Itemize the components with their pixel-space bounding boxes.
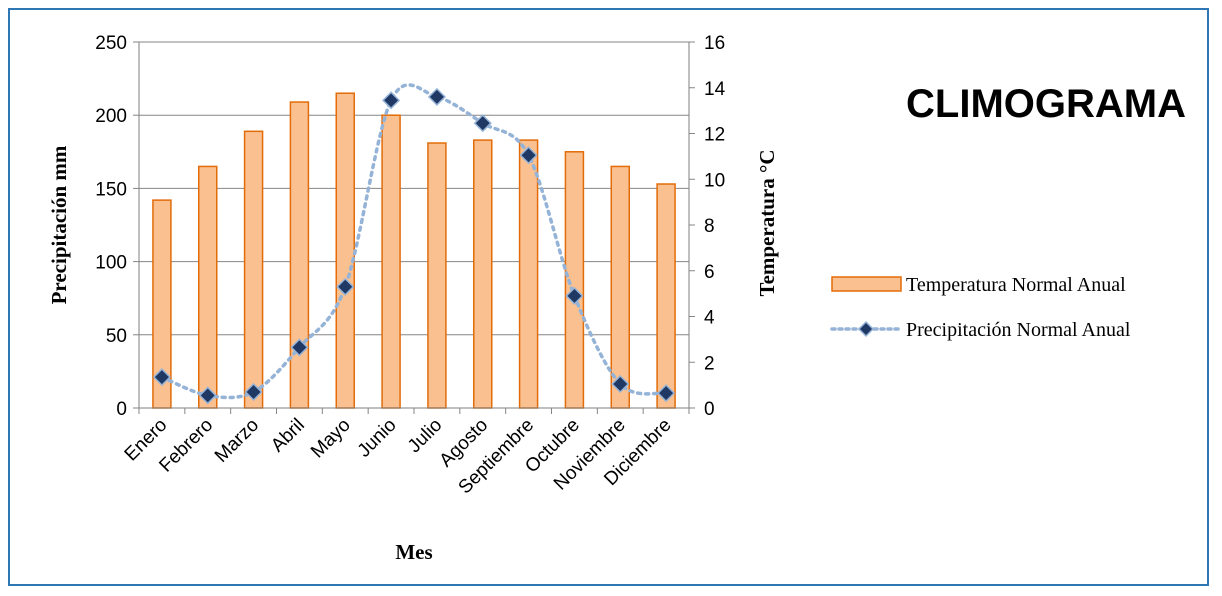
legend: Temperatura Normal Anual Precipitación N… — [830, 274, 1131, 341]
line-point — [519, 146, 538, 165]
y-tick-label: 0 — [116, 399, 127, 420]
line-point — [198, 386, 217, 405]
y-tick-label: 150 — [95, 179, 127, 200]
y2-tick-label: 14 — [704, 79, 726, 100]
x-tick-label: Junio — [354, 415, 401, 462]
right-y-tick-labels: 0 2 4 6 8 10 12 14 16 — [689, 33, 726, 420]
line-point — [657, 384, 676, 403]
line-point — [565, 286, 584, 305]
y2-tick-label: 2 — [704, 353, 715, 374]
y2-tick-label: 12 — [704, 125, 725, 146]
y2-tick-label: 16 — [704, 33, 725, 54]
legend-diamond-marker — [857, 320, 875, 338]
bar — [243, 130, 264, 409]
x-axis-title: Mes — [395, 540, 432, 564]
line-point — [473, 114, 492, 133]
y-tick-label: 200 — [95, 106, 127, 127]
line-point — [152, 368, 171, 387]
bar — [518, 139, 539, 409]
left-y-tick-labels: 0 50 100 150 200 250 — [95, 33, 139, 420]
bar — [381, 114, 401, 409]
y-tick-label: 250 — [95, 33, 127, 54]
line-series — [152, 83, 676, 405]
line-point — [336, 277, 355, 296]
y-tick-label: 100 — [95, 253, 127, 274]
line-point — [244, 382, 263, 402]
y2-tick-label: 10 — [704, 170, 725, 191]
y-tick-label: 50 — [106, 326, 127, 347]
line-point — [611, 374, 630, 394]
legend-bar-swatch — [831, 276, 902, 292]
bar-series — [152, 92, 676, 409]
y-axis-title: Precipitación mm — [47, 145, 71, 304]
bar — [473, 139, 493, 409]
x-tick-label: Abril — [267, 415, 309, 457]
chart-title: CLIMOGRAMA — [906, 82, 1186, 126]
bar — [610, 165, 630, 409]
y2-tick-label: 4 — [704, 308, 715, 329]
gridlines — [139, 41, 689, 336]
line-point — [382, 91, 401, 110]
x-tick-label: Marzo — [211, 415, 263, 467]
y2-tick-label: 8 — [704, 216, 715, 237]
x-tick-label: Mayo — [307, 415, 355, 463]
bar — [656, 183, 676, 409]
bar — [335, 92, 355, 409]
legend-label-line: Precipitación Normal Anual — [906, 319, 1131, 341]
bar — [289, 101, 310, 409]
legend-label-bars: Temperatura Normal Anual — [906, 274, 1126, 296]
bar — [427, 142, 447, 409]
y2-tick-label: 6 — [704, 262, 715, 283]
y2-tick-label: 0 — [704, 399, 715, 420]
line-point — [290, 338, 309, 357]
bar — [198, 165, 218, 409]
precipitation-line — [160, 83, 668, 400]
line-point — [427, 87, 446, 106]
y2-axis-title: Temperatura °C — [755, 149, 779, 296]
